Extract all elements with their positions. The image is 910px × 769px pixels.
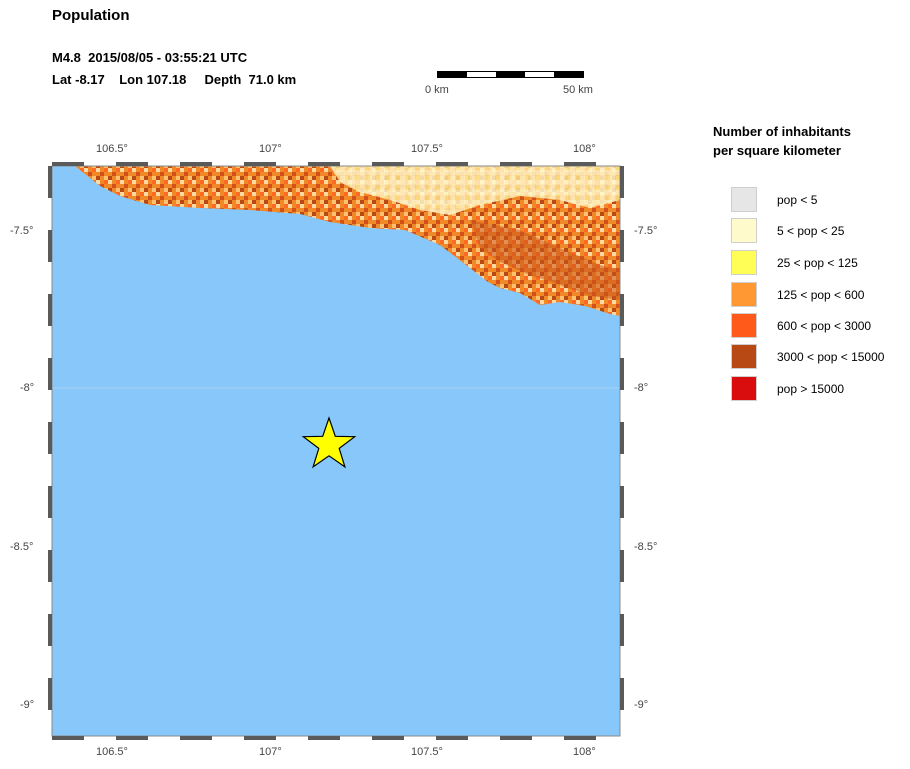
land-low-density bbox=[330, 166, 620, 215]
legend-swatch bbox=[731, 344, 757, 369]
lat-label-right: -7.5° bbox=[634, 225, 658, 237]
legend-swatch bbox=[731, 187, 757, 212]
legend-label: pop < 5 bbox=[777, 192, 818, 207]
lat-label-left: -8° bbox=[20, 382, 35, 394]
land-dense-band bbox=[470, 220, 620, 300]
legend-label: 125 < pop < 600 bbox=[777, 287, 865, 302]
map-title: Population bbox=[52, 7, 130, 24]
legend-item: 25 < pop < 125 bbox=[731, 249, 858, 276]
event-location-depth: Lat -8.17 Lon 107.18 Depth 71.0 km bbox=[52, 72, 297, 87]
legend-item: 5 < pop < 25 bbox=[731, 217, 844, 244]
lon-label-top: 108° bbox=[573, 143, 596, 155]
legend-label: pop > 15000 bbox=[777, 381, 845, 396]
legend-title-line1: Number of inhabitants bbox=[713, 124, 851, 139]
legend-item: 3000 < pop < 15000 bbox=[731, 343, 884, 370]
lon-label-bottom: 108° bbox=[573, 746, 596, 758]
legend-item: pop < 5 bbox=[731, 186, 817, 213]
legend-swatch bbox=[731, 250, 757, 275]
event-magnitude-time: M4.8 2015/08/05 - 03:55:21 UTC bbox=[52, 50, 248, 65]
legend-item: 600 < pop < 3000 bbox=[731, 312, 871, 339]
lon-label-bottom: 107.5° bbox=[411, 746, 443, 758]
lon-label-top: 106.5° bbox=[96, 143, 128, 155]
legend-label: 5 < pop < 25 bbox=[777, 223, 845, 238]
lat-label-right: -8° bbox=[634, 382, 649, 394]
legend-label: 3000 < pop < 15000 bbox=[777, 349, 885, 364]
lat-label-right: -9° bbox=[634, 699, 649, 711]
lat-label-left: -9° bbox=[20, 699, 35, 711]
lon-label-bottom: 106.5° bbox=[96, 746, 128, 758]
legend-label: 25 < pop < 125 bbox=[777, 255, 858, 270]
legend-item: 125 < pop < 600 bbox=[731, 281, 864, 308]
epicenter-star bbox=[301, 416, 357, 469]
lon-label-top: 107.5° bbox=[411, 143, 443, 155]
lat-label-left: -8.5° bbox=[10, 541, 34, 553]
legend-swatch bbox=[731, 282, 757, 307]
legend-item: pop > 15000 bbox=[731, 375, 844, 402]
legend-title-line2: per square kilometer bbox=[713, 143, 841, 158]
legend-label: 600 < pop < 3000 bbox=[777, 318, 872, 333]
legend-swatch bbox=[731, 376, 757, 401]
scale-bar bbox=[437, 71, 584, 78]
scale-start-label: 0 km bbox=[425, 84, 449, 96]
lon-label-top: 107° bbox=[259, 143, 282, 155]
legend-swatch bbox=[731, 313, 757, 338]
lat-label-right: -8.5° bbox=[634, 541, 658, 553]
lat-label-left: -7.5° bbox=[10, 225, 34, 237]
legend-title: Number of inhabitants per square kilomet… bbox=[713, 122, 851, 160]
legend-swatch bbox=[731, 218, 757, 243]
scale-end-label: 50 km bbox=[563, 84, 593, 96]
lon-label-bottom: 107° bbox=[259, 746, 282, 758]
